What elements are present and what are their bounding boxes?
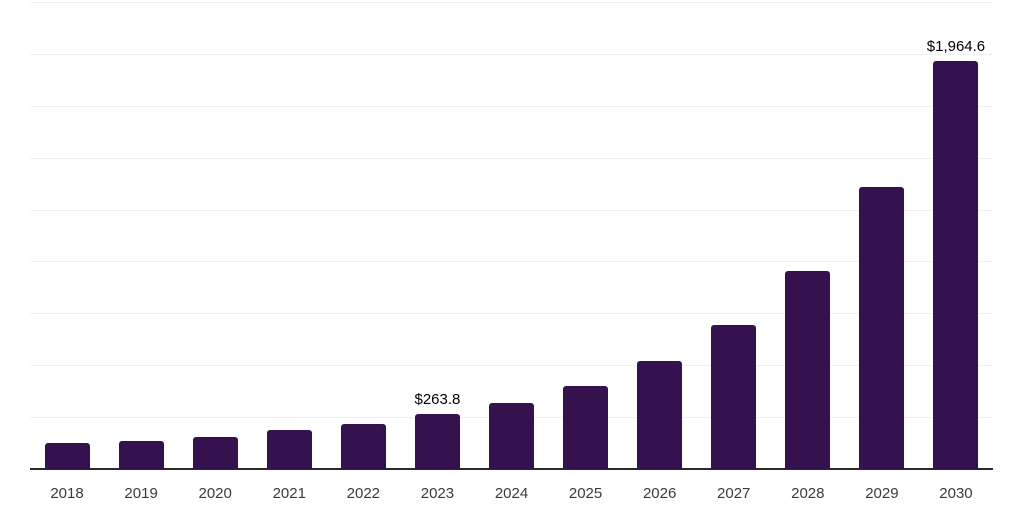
bar-2025 [563, 386, 609, 469]
data-label-2030: $1,964.6 [926, 38, 986, 56]
tick-label-2027: 2027 [717, 485, 751, 502]
bar-2028 [785, 270, 831, 469]
tick-label-2019: 2019 [124, 485, 158, 502]
x-axis-line [30, 468, 993, 470]
tick-label-2026: 2026 [642, 485, 677, 502]
bar-2018 [44, 443, 90, 469]
tick-label-2020: 2020 [198, 485, 232, 502]
bar-2023 [414, 414, 460, 469]
gridline [30, 365, 993, 367]
gridline [30, 2, 993, 3]
gridline [30, 261, 993, 263]
tick-label-2025: 2025 [568, 485, 603, 502]
tick-label-2023: 2023 [420, 485, 455, 502]
bar-2021 [266, 430, 312, 469]
tick-label-2018: 2018 [50, 485, 84, 502]
plot-area: 2018 2019 2020 2021 2022 $263.8 2023 2024 2025 20… [30, 0, 993, 502]
gridline [30, 209, 993, 211]
bar-2026 [637, 361, 683, 469]
tick-label-2028: 2028 [791, 485, 825, 502]
bar-2024 [489, 403, 534, 469]
tick-label-2022: 2022 [346, 485, 381, 502]
gridline [30, 105, 993, 107]
bar-2019 [118, 441, 164, 469]
tick-label-2021: 2021 [272, 485, 306, 502]
bar-2022 [340, 424, 386, 469]
bar-2020 [192, 437, 238, 469]
bar-2027 [711, 324, 757, 469]
bar-2030 [933, 61, 979, 469]
gridline [30, 53, 993, 55]
tick-label-2029: 2029 [865, 485, 899, 502]
gridline [30, 313, 993, 315]
gridline [30, 157, 993, 159]
tick-label-2024: 2024 [494, 485, 529, 502]
tick-label-2030: 2030 [939, 485, 973, 502]
bar-2029 [859, 187, 905, 469]
data-label-2023: $263.8 [414, 391, 461, 409]
